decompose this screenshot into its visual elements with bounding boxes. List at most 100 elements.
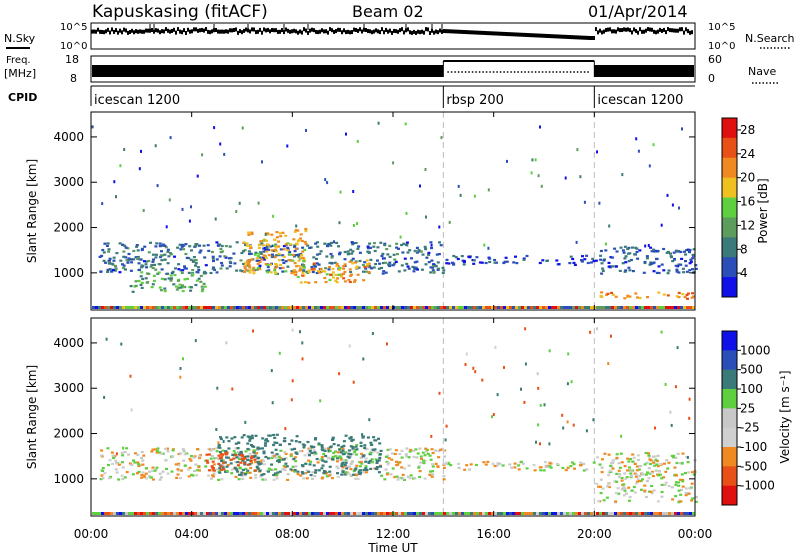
heatmap-cell [281,306,284,309]
heatmap-cell [210,465,214,468]
heatmap-cell [344,461,348,464]
heatmap-cell [379,449,383,452]
power-colorbar-tick-label: 8 [740,242,748,256]
heatmap-cell [166,248,170,251]
heatmap-cell [195,474,199,477]
heatmap-cell [635,465,639,468]
heatmap-cell [666,272,670,275]
heatmap-cell [278,470,282,473]
heatmap-cell [349,462,353,465]
heatmap-cell [646,296,649,299]
heatmap-cell [326,245,329,248]
heatmap-cell [281,266,285,269]
heatmap-cell [371,461,374,464]
heatmap-cell [332,443,336,446]
heatmap-cell [320,455,324,459]
heatmap-cell [199,249,203,252]
heatmap-cell [660,495,664,498]
heatmap-cell [239,259,243,262]
heatmap-cell [195,279,199,282]
heatmap-cell [219,142,222,146]
heatmap-cell [237,478,241,481]
heatmap-cell [509,306,512,309]
heatmap-cell [387,457,391,460]
heatmap-cell [684,492,688,495]
heatmap-cell [141,463,145,466]
heatmap-cell [486,460,490,463]
heatmap-cell [248,252,251,256]
heatmap-cell [247,231,251,234]
heatmap-cell [273,256,277,259]
heatmap-cell [376,451,380,454]
heatmap-cell [606,292,610,295]
heatmap-cell [392,161,395,165]
heatmap-cell [212,306,215,309]
heatmap-cell [160,268,164,271]
heatmap-cell [241,455,245,458]
cpid-label: CPID [8,91,37,104]
heatmap-cell [134,306,137,309]
heatmap-cell [257,246,261,250]
heatmap-cell [506,159,508,163]
heatmap-cell [503,306,506,309]
heatmap-cell [304,462,308,465]
heatmap-cell [600,272,604,275]
heatmap-cell [572,512,575,515]
heatmap-cell [557,512,560,515]
heatmap-cell [532,463,536,467]
heatmap-cell [677,484,681,487]
heatmap-cell [393,452,397,456]
heatmap-cell [266,306,269,309]
heatmap-cell [539,442,541,446]
heatmap-cell [255,455,259,458]
heatmap-cell [310,266,314,269]
heatmap-cell [322,472,326,475]
heatmap-cell [183,265,186,268]
heatmap-cell [351,243,355,246]
heatmap-cell [445,461,448,464]
heatmap-cell [607,474,611,477]
heatmap-cell [683,250,686,253]
heatmap-cell [405,211,408,215]
heatmap-cell [331,458,334,461]
heatmap-cell [310,477,314,480]
heatmap-cell [293,512,296,515]
heatmap-cell [314,471,317,474]
heatmap-cell [275,254,279,257]
heatmap-cell [582,462,586,465]
heatmap-cell [359,441,363,444]
heatmap-cell [101,248,105,252]
heatmap-cell [682,271,686,274]
heatmap-cell [345,467,349,470]
heatmap-cell [679,478,682,481]
heatmap-cell [190,205,192,209]
heatmap-cell [235,456,239,459]
heatmap-cell [178,243,182,246]
heatmap-cell [662,293,666,296]
heatmap-cell [350,512,353,515]
heatmap-cell [189,289,193,292]
heatmap-cell [330,241,333,244]
heatmap-cell [614,306,617,309]
heatmap-cell [601,267,605,270]
heatmap-cell [600,471,604,474]
heatmap-cell [308,246,312,249]
heatmap-cell [296,512,299,515]
heatmap-cell [200,290,204,293]
heatmap-cell [623,306,626,309]
heatmap-cell [122,255,126,258]
heatmap-cell [107,306,110,309]
heatmap-cell [645,480,649,483]
heatmap-cell [308,463,312,466]
heatmap-cell [677,263,681,266]
heatmap-cell [637,149,640,153]
heatmap-cell [389,306,392,309]
heatmap-cell [346,465,350,468]
heatmap-cell [361,435,365,438]
heatmap-cell [419,250,423,253]
heatmap-cell [286,473,290,476]
heatmap-cell [304,472,308,475]
heatmap-cell [527,512,530,515]
heatmap-cell [210,455,214,458]
